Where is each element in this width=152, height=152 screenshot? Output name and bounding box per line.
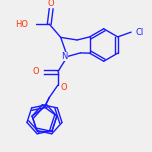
Text: O: O bbox=[60, 83, 67, 92]
Text: Cl: Cl bbox=[136, 28, 144, 37]
Text: O: O bbox=[32, 67, 39, 76]
Text: O: O bbox=[48, 0, 54, 9]
Text: N: N bbox=[61, 52, 68, 61]
Text: HO: HO bbox=[15, 19, 28, 29]
